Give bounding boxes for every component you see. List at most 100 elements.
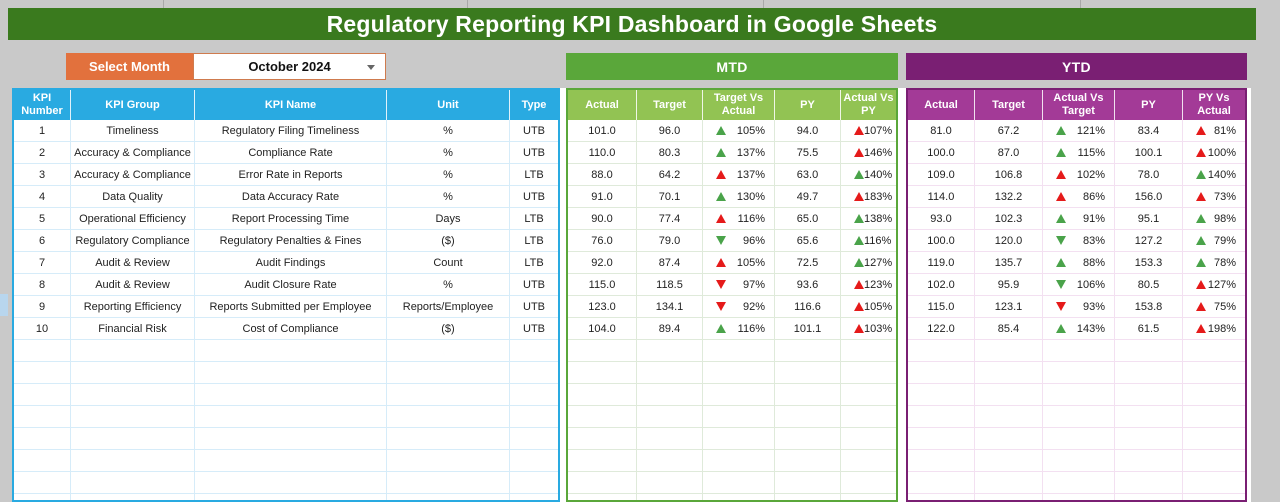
empty-cell [568,428,637,450]
trend-up-icon [1196,258,1206,267]
table-row: 100.0 87.0 115% 100.1 100% [908,142,1245,164]
trend-percent: 92% [742,300,765,313]
ytd-avt-cell: 143% [1043,318,1115,340]
table-row: 81.0 67.2 121% 83.4 81% [908,120,1245,142]
empty-row [568,494,896,500]
empty-cell [703,494,775,500]
trend-percent: 140% [864,168,893,181]
empty-cell [975,362,1043,384]
empty-cell [637,494,703,500]
trend-percent: 100% [1207,146,1236,159]
empty-row [908,494,1245,500]
trend-percent: 105% [736,124,765,137]
trend-percent: 138% [864,212,893,225]
ytd-pyva-cell: 75% [1183,296,1245,318]
trend-down-icon [1056,302,1066,311]
ytd-actual-cell: 93.0 [908,208,975,230]
ytd-pyva-cell: 140% [1183,164,1245,186]
empty-cell [568,472,637,494]
ytd-target-cell: 132.2 [975,186,1043,208]
empty-cell [1183,406,1245,428]
ytd-avt-cell: 106% [1043,274,1115,296]
empty-cell [975,406,1043,428]
trend-percent: 86% [1082,190,1105,203]
trend-down-icon [716,236,726,245]
empty-cell [14,428,71,450]
kpi-table-header: KPI Number KPI Group KPI Name Unit Type [14,90,558,120]
empty-cell [908,384,975,406]
mtd-tva-cell: 105% [703,120,775,142]
table-row: 110.0 80.3 137% 75.5 146% [568,142,896,164]
empty-cell [975,340,1043,362]
empty-cell [1183,384,1245,406]
ytd-py-cell: 127.2 [1115,230,1183,252]
empty-cell [14,406,71,428]
mtd-table: Actual Target Target Vs Actual PY Actual… [566,88,898,502]
ytd-target-cell: 85.4 [975,318,1043,340]
month-dropdown[interactable]: October 2024 [193,53,386,80]
trend-percent: 127% [864,256,893,269]
type-cell: LTB [510,208,558,230]
empty-cell [568,450,637,472]
empty-cell [14,340,71,362]
trend-percent: 127% [1207,278,1236,291]
empty-row [14,494,558,500]
table-row: 115.0 118.5 97% 93.6 123% [568,274,896,296]
select-month-label: Select Month [66,53,193,80]
table-row: 90.0 77.4 116% 65.0 138% [568,208,896,230]
num-cell: 1 [14,120,71,142]
ytd-actual-cell: 109.0 [908,164,975,186]
ytd-actual-cell: 122.0 [908,318,975,340]
empty-cell [637,340,703,362]
mtd-tva-cell: 116% [703,318,775,340]
ytd-pyva-cell: 79% [1183,230,1245,252]
trend-down-icon [1056,236,1066,245]
mtd-actual-cell: 90.0 [568,208,637,230]
table-row: 7 Audit & Review Audit Findings Count LTB [14,252,558,274]
trend-percent: 116% [737,212,765,225]
table-row: 76.0 79.0 96% 65.6 116% [568,230,896,252]
table-row: 2 Accuracy & Compliance Compliance Rate% UT… [14,142,558,164]
mtd-avpy-cell: 146% [841,142,896,164]
table-row: 122.0 85.4 143% 61.5 198% [908,318,1245,340]
trend-percent: 96% [742,234,765,247]
chevron-down-icon[interactable] [367,65,375,70]
trend-up-icon [1196,126,1206,135]
empty-cell [1115,406,1183,428]
trend-percent: 198% [1207,322,1236,335]
empty-cell [841,384,896,406]
mtd-target-cell: 134.1 [637,296,703,318]
group-cell: Timeliness [71,120,195,142]
mtd-py-cell: 63.0 [775,164,841,186]
type-cell: LTB [510,230,558,252]
group-cell: Reporting Efficiency [71,296,195,318]
empty-cell [14,472,71,494]
mtd-target-cell: 89.4 [637,318,703,340]
empty-cell [195,428,387,450]
col-header-kpi-name: KPI Name [195,90,387,120]
empty-row [14,428,558,450]
empty-cell [14,450,71,472]
table-row: 4 Data Quality Data Accuracy Rate% UTB [14,186,558,208]
empty-cell [703,428,775,450]
empty-cell [775,384,841,406]
ytd-pyva-cell: 198% [1183,318,1245,340]
empty-cell [71,428,195,450]
trend-percent: 106% [1076,278,1105,291]
empty-row [908,340,1245,362]
empty-row [568,340,896,362]
mtd-tva-cell: 137% [703,142,775,164]
table-row: 123.0 134.1 92% 116.6 105% [568,296,896,318]
mtd-py-cell: 101.1 [775,318,841,340]
mtd-tva-cell: 96% [703,230,775,252]
empty-cell [510,450,558,472]
col-header-kpi-number: KPI Number [14,90,71,120]
trend-percent: 97% [742,278,765,291]
ytd-pyva-cell: 98% [1183,208,1245,230]
empty-cell [14,494,71,500]
empty-row [908,362,1245,384]
empty-cell [908,428,975,450]
col-header-unit: Unit [387,90,510,120]
empty-cell [841,494,896,500]
trend-up-icon [854,214,864,223]
